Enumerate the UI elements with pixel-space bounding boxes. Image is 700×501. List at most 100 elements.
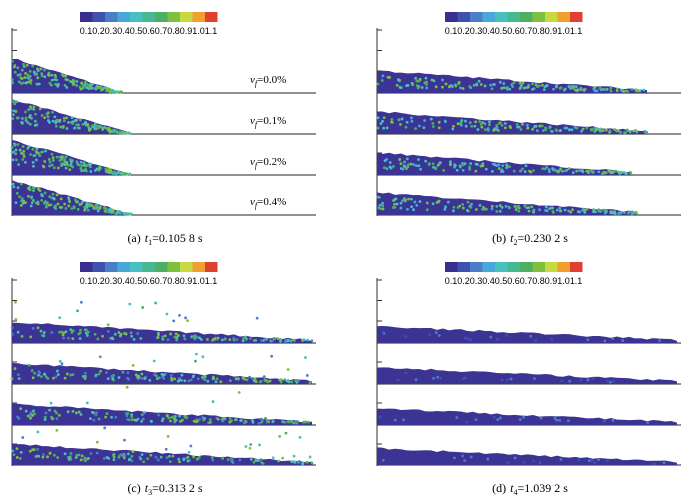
particle — [38, 107, 42, 111]
particle — [126, 412, 130, 415]
particle — [84, 169, 88, 173]
particle — [10, 377, 14, 381]
particle — [511, 85, 515, 88]
particle — [431, 162, 435, 166]
particle — [415, 79, 419, 83]
particle — [169, 374, 173, 377]
particle — [662, 461, 666, 465]
particle — [177, 457, 181, 461]
particle — [187, 379, 191, 383]
particle — [200, 338, 203, 341]
particle — [413, 200, 417, 204]
colorbar-swatch — [557, 262, 570, 272]
particle — [252, 339, 256, 342]
particle — [583, 88, 587, 91]
particle — [14, 300, 17, 304]
particle — [95, 207, 99, 210]
particle — [425, 201, 429, 205]
particle — [611, 170, 615, 174]
colorbar-swatch — [92, 262, 105, 272]
particle — [55, 411, 59, 415]
particle — [230, 458, 234, 462]
particle — [475, 82, 479, 86]
particle — [83, 371, 87, 375]
colorbar-label: 0.6 — [142, 276, 155, 286]
particle — [474, 169, 478, 173]
particle — [295, 420, 298, 424]
particle — [463, 376, 467, 380]
particle — [565, 168, 569, 172]
particle — [29, 153, 32, 156]
particle — [458, 164, 462, 168]
particle — [180, 373, 184, 377]
particle — [111, 128, 115, 132]
particle — [417, 164, 421, 168]
particle — [203, 378, 207, 382]
particle — [139, 457, 143, 461]
particle — [477, 79, 481, 83]
particle — [174, 332, 178, 336]
particle — [292, 454, 296, 458]
particle — [483, 128, 487, 132]
particle — [36, 151, 40, 155]
colorbar-swatch — [507, 262, 520, 272]
particle — [404, 125, 408, 129]
particle — [409, 162, 413, 166]
particle — [81, 84, 85, 88]
particle — [390, 118, 394, 121]
particle — [64, 155, 68, 159]
particle — [24, 110, 27, 114]
particle — [404, 166, 408, 170]
particle — [228, 416, 232, 420]
particle — [75, 83, 78, 87]
particle — [489, 335, 493, 339]
particle — [570, 128, 574, 132]
particle — [382, 126, 386, 130]
particle — [478, 120, 482, 123]
particle — [161, 335, 165, 339]
particle — [84, 328, 88, 332]
particle — [498, 204, 502, 207]
particle — [79, 160, 83, 164]
particle — [130, 459, 134, 463]
particle — [30, 369, 34, 373]
particle — [105, 371, 108, 374]
particle — [39, 329, 43, 333]
particle — [101, 334, 104, 338]
particle — [479, 122, 483, 126]
particle — [603, 339, 607, 343]
particle — [81, 375, 85, 378]
particle — [378, 195, 381, 199]
particle — [70, 207, 74, 211]
particle — [130, 334, 134, 338]
particle — [50, 73, 54, 77]
particle — [78, 85, 82, 89]
particle — [28, 75, 32, 78]
particle — [106, 377, 110, 381]
particle — [92, 411, 95, 415]
particle — [119, 172, 123, 175]
particle — [253, 377, 257, 381]
particle — [77, 410, 81, 414]
particle — [10, 332, 14, 336]
particle — [64, 166, 68, 170]
particle — [54, 120, 58, 124]
particle — [277, 459, 281, 463]
particle — [43, 68, 46, 72]
particle — [399, 206, 403, 210]
particle — [19, 450, 23, 454]
particle — [198, 418, 201, 421]
particle — [150, 420, 153, 423]
particle — [500, 86, 504, 90]
particle — [27, 145, 31, 149]
particle — [302, 420, 306, 424]
particle — [541, 167, 545, 171]
particle — [75, 80, 79, 83]
particle — [457, 82, 461, 85]
colorbar-label: 0.3 — [470, 26, 483, 36]
particle — [121, 454, 125, 458]
colorbar-swatch — [80, 12, 93, 22]
particle — [571, 208, 574, 212]
particle — [590, 458, 594, 462]
particle — [431, 125, 435, 129]
